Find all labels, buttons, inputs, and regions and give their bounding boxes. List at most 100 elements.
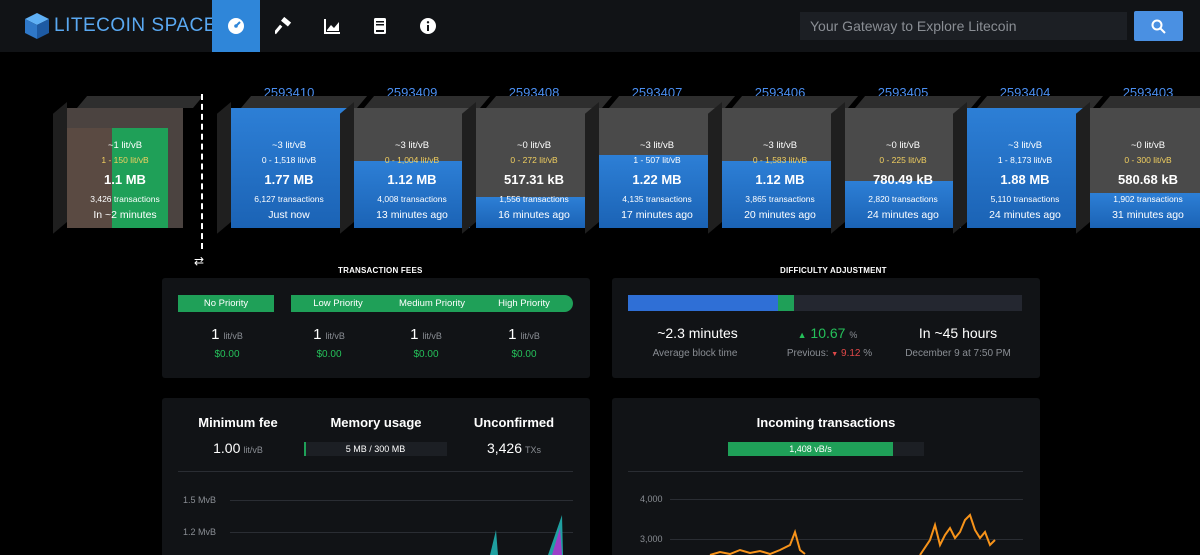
nav-graphs[interactable]: [308, 0, 356, 52]
memory-usage-fill: [304, 442, 306, 456]
gridline: [670, 499, 1023, 500]
block-fee-range: 0 - 1,518 lit/vB: [261, 155, 317, 165]
block-size: 780.49 kB: [873, 172, 933, 187]
mined-block[interactable]: ~0 lit/vB 0 - 225 lit/vB 780.49 kB 2,820 tr…: [831, 96, 982, 234]
mined-block[interactable]: ~3 lit/vB 0 - 1,004 lit/vB 1.12 MB 4,008 tr…: [340, 96, 491, 234]
block-fill: [231, 108, 347, 228]
block-tx-count: 3,865 transactions: [745, 194, 815, 204]
block-time: 16 minutes ago: [498, 209, 570, 221]
block-front-face: ~3 lit/vB 1 - 507 lit/vB 1.22 MB 4,135 tran…: [599, 108, 715, 228]
block-median-fee: ~3 lit/vB: [639, 140, 675, 151]
high-priority-usd: $0.00: [511, 349, 537, 360]
block-front-face: ~3 lit/vB 0 - 1,518 lit/vB 1.77 MB 6,127 tr…: [231, 108, 347, 228]
adjustment-eta-date: December 9 at 7:50 PM: [905, 348, 1011, 359]
mempool-fill-alt: [67, 128, 112, 228]
vbytes-per-second: 1,408 vB/s: [728, 442, 893, 456]
mempool-fill: [112, 128, 168, 228]
memory-usage-bar: 5 MB / 300 MB: [304, 442, 447, 456]
block-time: In ~2 minutes: [93, 209, 157, 221]
block-time: 31 minutes ago: [1112, 209, 1184, 221]
transaction-fees-title: TRANSACTION FEES: [338, 266, 423, 275]
block-size: 517.31 kB: [504, 172, 564, 187]
low-priority-usd: $0.00: [316, 349, 342, 360]
swap-direction-icon[interactable]: ⇄: [194, 254, 205, 268]
low-priority-label: Low Priority: [313, 298, 363, 309]
fee-unit: lit/vB: [520, 331, 540, 341]
adjustment-eta: In ~45 hours: [918, 325, 998, 341]
block-median-fee: ~3 lit/vB: [762, 140, 798, 151]
nav-mining[interactable]: [260, 0, 308, 52]
block-side-face: [585, 102, 599, 234]
mined-block[interactable]: ~3 lit/vB 0 - 1,583 lit/vB 1.12 MB 3,865 tr…: [708, 96, 859, 234]
fee-value: 1: [313, 326, 322, 343]
mined-block[interactable]: ~0 lit/vB 0 - 272 lit/vB 517.31 kB 1,556 tr…: [462, 96, 613, 234]
logo[interactable]: LITECOIN SPACE: [24, 12, 217, 40]
block-time: 24 minutes ago: [989, 209, 1061, 221]
unconfirmed-value: 3,426: [486, 440, 523, 456]
block-fee-range: 0 - 225 lit/vB: [879, 155, 927, 165]
block-time: 20 minutes ago: [744, 209, 816, 221]
block-side-face: [462, 102, 476, 234]
graph-area-teal: [490, 530, 498, 555]
block-time: 13 minutes ago: [376, 209, 448, 221]
block-front-face: ~0 lit/vB 0 - 272 lit/vB 517.31 kB 1,556 tr…: [476, 108, 592, 228]
minimum-fee-value: 1.00: [213, 440, 241, 456]
nav-dashboard[interactable]: [212, 0, 260, 52]
medium-priority-label: Medium Priority: [399, 298, 465, 309]
arrow-down-icon: ▼: [831, 351, 839, 358]
arrow-up-icon: ▲: [797, 330, 807, 340]
average-block-time-label: Average block time: [652, 348, 738, 359]
block-tx-count: 1,556 transactions: [499, 194, 569, 204]
block-time: Just now: [268, 209, 310, 221]
block-median-fee: ~0 lit/vB: [516, 140, 552, 151]
previous-difficulty: Previous: ▼ 9.12 %: [772, 348, 887, 359]
incoming-graph: [709, 513, 996, 555]
block-fee-range: 1 - 507 lit/vB: [633, 155, 681, 165]
memory-usage-title: Memory usage: [330, 415, 422, 430]
no-priority-usd: $0.00: [214, 349, 240, 360]
no-priority-fee: 1 lit/vB: [177, 326, 277, 343]
fee-unit: lit/vB: [325, 331, 345, 341]
block-fill: [1090, 193, 1200, 228]
mempool-block[interactable]: ~1 lit/vB 1 - 150 lit/vB 1.1 MB 3,426 tr…: [53, 96, 204, 234]
block-fee-range: 0 - 1,583 lit/vB: [752, 155, 808, 165]
incoming-transactions-panel: [612, 398, 1040, 555]
mined-block[interactable]: ~0 lit/vB 0 - 300 lit/vB 580.68 kB 1,902 tr…: [1076, 96, 1200, 234]
mined-block[interactable]: ~3 lit/vB 1 - 507 lit/vB 1.22 MB 4,135 tran…: [585, 96, 736, 234]
gridline: [670, 539, 1023, 540]
block-size: 1.12 MB: [755, 172, 805, 187]
block-front-face: ~3 lit/vB 0 - 1,004 lit/vB 1.12 MB 4,008 tr…: [354, 108, 470, 228]
incoming-axis-label: 4,000: [640, 494, 663, 504]
mined-block[interactable]: ~3 lit/vB 1 - 8,173 lit/vB 1.88 MB 5,110 tr…: [953, 96, 1104, 234]
search-input[interactable]: [800, 12, 1127, 40]
mempool-chain-divider: [201, 94, 203, 249]
nav-about[interactable]: [404, 0, 452, 52]
difficulty-change: ▲ 10.67 %: [770, 325, 885, 341]
block-median-fee: ~3 lit/vB: [1007, 140, 1043, 151]
block-time: 17 minutes ago: [621, 209, 693, 221]
block-front-face: ~3 lit/vB 1 - 8,173 lit/vB 1.88 MB 5,110 tr…: [967, 108, 1083, 228]
cube-logo-icon: [25, 13, 49, 39]
block-front-face: ~0 lit/vB 0 - 225 lit/vB 780.49 kB 2,820 tr…: [845, 108, 961, 228]
mined-block[interactable]: ~3 lit/vB 0 - 1,518 lit/vB 1.77 MB 6,127 tr…: [217, 96, 368, 234]
incoming-line-2: [919, 513, 996, 555]
block-side-face: [831, 102, 845, 234]
block-front-face: ~1 lit/vB 1 - 150 lit/vB 1.1 MB 3,426 tr…: [67, 108, 183, 228]
mempool-graph: [490, 515, 563, 555]
block-fill: [599, 154, 715, 228]
difficulty-change-unit: %: [849, 330, 858, 340]
search-button[interactable]: [1134, 11, 1183, 41]
block-tx-count: 4,008 transactions: [377, 194, 447, 204]
high-priority-fee: 1 lit/vB: [474, 326, 574, 343]
block-top-face: [77, 96, 204, 108]
block-side-face: [53, 102, 67, 234]
difficulty-panel: [612, 278, 1040, 378]
nav-docs[interactable]: [356, 0, 404, 52]
top-navbar: LITECOIN SPACE: [0, 0, 1200, 52]
block-fee-range: 1 - 150 lit/vB: [101, 155, 149, 165]
minimum-fee-unit: lit/vB: [243, 445, 263, 455]
docs-icon: [374, 18, 386, 34]
graph-area-purple: [552, 528, 562, 555]
priority-range-bar: [291, 295, 573, 312]
medium-priority-usd: $0.00: [413, 349, 439, 360]
